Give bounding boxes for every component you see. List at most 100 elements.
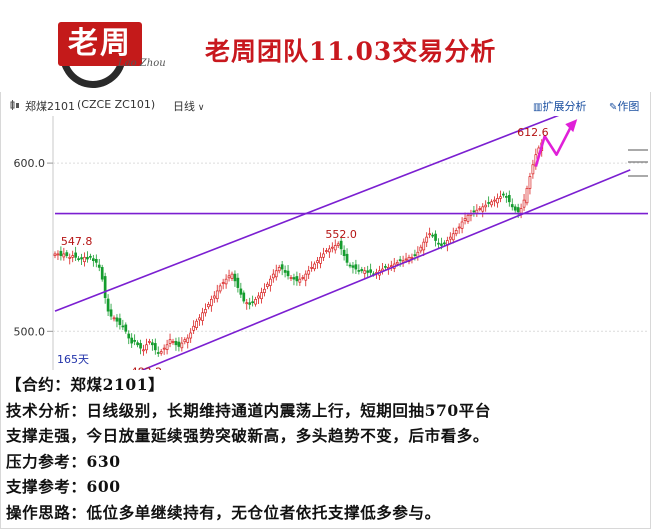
- candle-body-12: [89, 255, 92, 258]
- candle-body-117: [398, 259, 402, 262]
- ext-analysis-label: 扩展分析: [542, 100, 587, 113]
- candle-body-147: [487, 202, 490, 204]
- candle-body-132: [443, 242, 446, 245]
- candle-body-20: [112, 317, 116, 320]
- bar-chart-icon: ▥: [533, 102, 543, 113]
- candle-body-151: [499, 196, 502, 199]
- price-annotation-3: 612.6: [517, 126, 549, 139]
- chart-background: [3, 116, 648, 370]
- candle-body-40: [171, 341, 175, 343]
- candle-body-59: [227, 275, 231, 279]
- instrument-code: (CZCE ZC101): [77, 98, 156, 111]
- ext-analysis-button[interactable]: ▥扩展分析: [533, 98, 586, 114]
- projection-arrow-line: [534, 125, 573, 167]
- trend-lines: [54, 116, 648, 370]
- candle-body-57: [221, 282, 225, 284]
- candle-body-84: [301, 277, 305, 279]
- candle-body-17: [103, 276, 107, 299]
- candle-body-63: [239, 288, 243, 295]
- candle-body-32: [148, 341, 151, 343]
- candle-body-29: [139, 343, 142, 349]
- chart-toolbar: 郑煤2101 (CZCE ZC101) 日线 ∨ ▥扩展分析 ✎作图: [3, 94, 648, 117]
- candle-body-47: [192, 325, 195, 331]
- candle-body-18: [106, 298, 110, 312]
- candle-body-38: [165, 344, 169, 350]
- candle-body-142: [472, 210, 476, 213]
- candle-body-44: [183, 339, 187, 343]
- candle-body-34: [153, 343, 157, 351]
- analysis-notes: 【合约：郑煤2101】 技术分析：日线级别，长期维持通道内震荡上行，短期回抽57…: [6, 372, 646, 525]
- candle-body-159: [522, 199, 526, 208]
- candle-body-69: [257, 295, 260, 299]
- candle-body-52: [207, 304, 210, 308]
- candle-body-148: [490, 201, 493, 206]
- candle-body-51: [204, 309, 207, 314]
- candle-body-154: [507, 195, 511, 203]
- candle-body-53: [210, 299, 213, 307]
- candle-body-10: [83, 256, 86, 263]
- candle-body-138: [460, 221, 464, 229]
- candle-body-136: [454, 230, 458, 235]
- candle-body-116: [395, 261, 399, 265]
- candle-body-158: [519, 208, 523, 214]
- candle-body-87: [310, 267, 313, 269]
- candle-body-0: [53, 253, 57, 256]
- candle-body-21: [115, 317, 119, 322]
- candle-body-125: [422, 241, 426, 251]
- candle-body-131: [440, 243, 443, 246]
- candles: [53, 139, 544, 357]
- period-selector[interactable]: 日线 ∨: [173, 98, 204, 114]
- candle-body-48: [195, 320, 198, 328]
- candle-body-92: [325, 250, 328, 252]
- candle-body-62: [236, 277, 240, 288]
- candle-body-76: [277, 267, 281, 272]
- candle-body-95: [333, 245, 337, 251]
- candle-body-4: [65, 252, 69, 256]
- candle-body-103: [357, 270, 361, 272]
- candle-body-15: [97, 264, 101, 268]
- candle-body-81: [292, 277, 296, 280]
- candle-body-56: [218, 285, 222, 292]
- drawing-button[interactable]: ✎作图: [609, 98, 639, 114]
- candle-body-70: [260, 292, 263, 300]
- candle-body-72: [266, 283, 269, 287]
- candle-body-23: [121, 325, 125, 328]
- plan-line: 操作思路：低位多单继续持有，无仓位者依托支撑低多参与。: [6, 502, 441, 522]
- header: 老周 Lao Zhou 老周团队11.03交易分析: [0, 0, 651, 101]
- candle-body-97: [339, 240, 343, 250]
- pencil-icon: ✎: [609, 102, 618, 113]
- channel-upper-line: [54, 116, 560, 312]
- candle-body-106: [366, 270, 370, 273]
- candle-body-140: [466, 214, 470, 222]
- candle-body-119: [404, 258, 408, 261]
- candle-body-86: [307, 270, 311, 275]
- period-label: 日线: [173, 100, 195, 113]
- candle-body-153: [505, 196, 508, 198]
- candle-body-107: [369, 269, 372, 273]
- channel-lower-line: [140, 169, 631, 370]
- candle-body-22: [118, 318, 122, 325]
- candle-body-137: [457, 226, 461, 229]
- candle-body-71: [263, 288, 266, 293]
- candle-body-11: [86, 256, 89, 260]
- candle-body-139: [463, 218, 467, 221]
- candle-body-9: [80, 257, 83, 260]
- candle-body-3: [62, 253, 66, 258]
- candle-body-127: [428, 233, 431, 236]
- candle-body-156: [513, 206, 517, 211]
- candle-body-7: [74, 252, 78, 258]
- price-chart[interactable]: 600.0 500.0 547.8 552.0 482.2 612.6 165天: [3, 116, 648, 370]
- candle-body-94: [330, 246, 334, 249]
- candle-body-50: [201, 312, 204, 321]
- candle-body-83: [298, 278, 302, 283]
- logo-seal: 老周: [58, 22, 142, 66]
- candle-body-79: [286, 270, 290, 277]
- price-annotation-0: 547.8: [61, 235, 93, 248]
- candle-icon[interactable]: [9, 100, 21, 110]
- candle-body-160: [525, 187, 529, 204]
- candle-body-85: [304, 273, 308, 281]
- candle-body-5: [68, 256, 72, 259]
- candle-body-82: [295, 276, 299, 282]
- candle-body-25: [127, 333, 131, 339]
- candle-body-135: [451, 233, 455, 241]
